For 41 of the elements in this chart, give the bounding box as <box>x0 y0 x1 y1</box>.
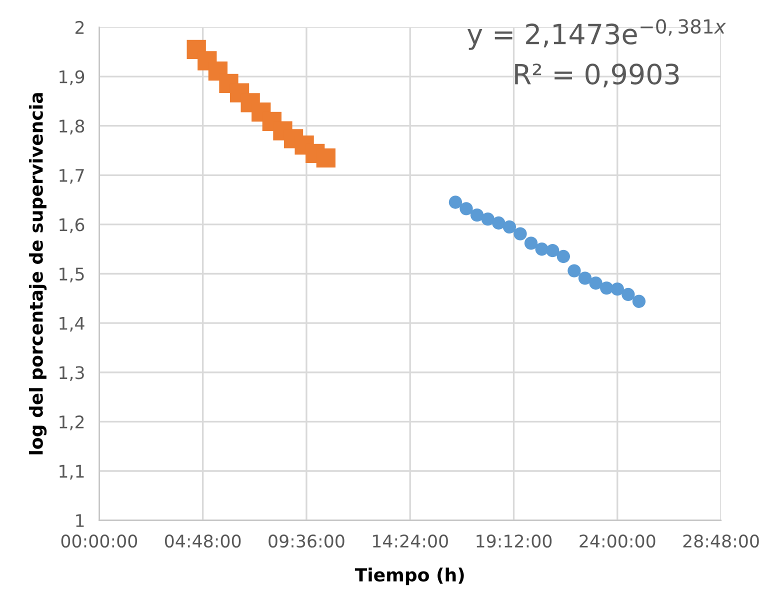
point <box>316 148 336 168</box>
y-tick-label: 1,3 <box>60 366 84 381</box>
y-tick-label: 1,5 <box>60 268 84 282</box>
y-tick-label: 1 <box>76 514 84 527</box>
point <box>578 272 592 285</box>
x-tick-label: 09:36:00 <box>268 534 344 548</box>
x-tick-label: 00:00:00 <box>61 534 138 548</box>
point <box>535 242 548 256</box>
y-tick-label: 1,7 <box>60 169 84 184</box>
y-tick-label: 2 <box>76 20 84 34</box>
y-axis-title: log del porcentaje de supervivencia <box>28 93 47 454</box>
y-tick-label: 1,2 <box>60 415 84 430</box>
x-tick-label: 19:12:00 <box>476 534 552 548</box>
point <box>600 281 614 295</box>
y-tick-label: 1,9 <box>60 70 84 86</box>
x-tick-label: 24:00:00 <box>580 534 656 548</box>
y-tick-label: 1,6 <box>60 218 84 234</box>
point <box>492 216 506 230</box>
point <box>502 220 516 234</box>
y-tick-label: 1,1 <box>60 464 84 480</box>
x-tick-label: 28:48:00 <box>683 534 759 548</box>
point <box>556 250 570 264</box>
x-axis-title: Tiempo (h) <box>354 568 464 586</box>
point <box>622 288 635 302</box>
point <box>546 244 560 258</box>
point <box>448 196 462 209</box>
annotation: R² = 0,9903 <box>515 64 679 88</box>
point <box>524 236 538 250</box>
point <box>481 212 494 226</box>
point <box>460 202 473 216</box>
point <box>589 276 602 290</box>
point <box>632 294 646 308</box>
point <box>610 282 624 296</box>
x-tick-label: 14:24:00 <box>373 534 448 548</box>
point <box>568 264 581 278</box>
point <box>514 227 527 240</box>
x-tick-label: 04:48:00 <box>164 534 241 548</box>
annotation: y = 2,1473e$^{−0,381x}$ <box>467 19 726 50</box>
point <box>470 208 484 222</box>
y-tick-label: 1,4 <box>60 317 84 332</box>
y-tick-label: 1,8 <box>60 120 84 134</box>
